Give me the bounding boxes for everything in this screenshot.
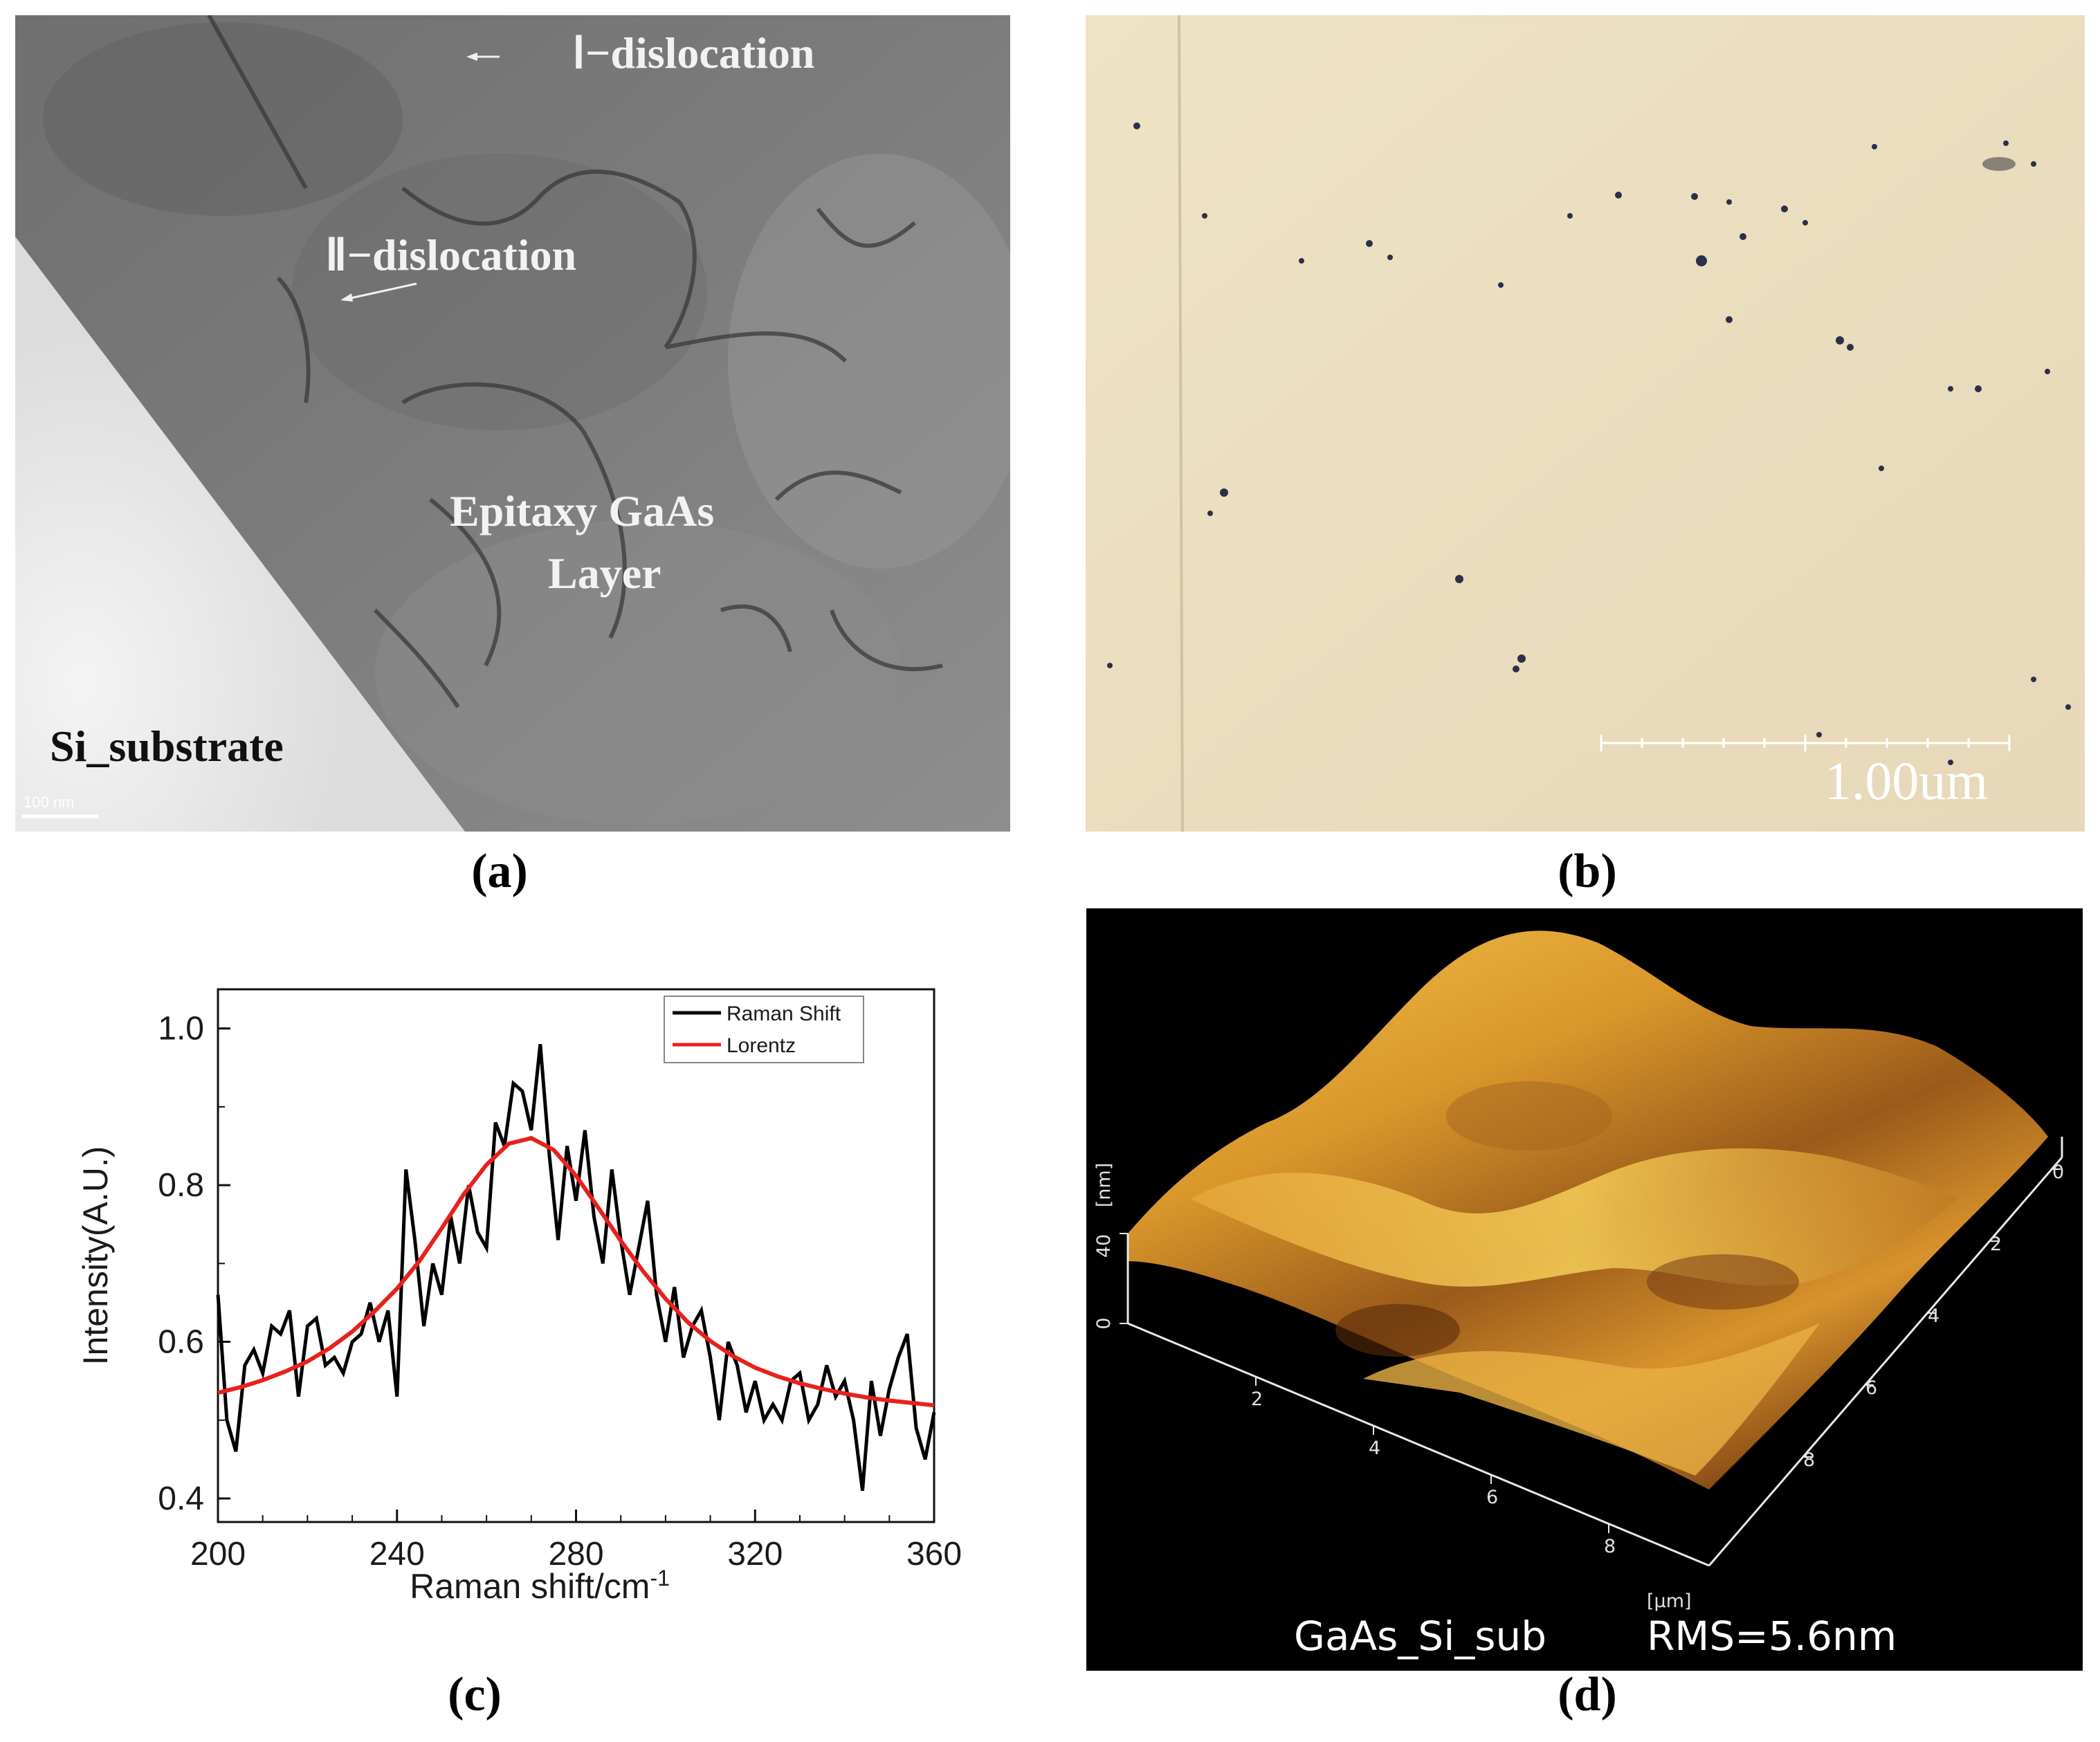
x-axis-title: Raman shift/cm-1 bbox=[410, 1566, 670, 1606]
series-line-raman-shift bbox=[216, 1044, 936, 1492]
y-axis-title: Intensity(A.U.) bbox=[76, 1146, 115, 1366]
afm-valley bbox=[1647, 1254, 1799, 1310]
x-axis-ticks: 200 240 280 320 360 bbox=[190, 1510, 962, 1573]
legend-label-lorentz: Lorentz bbox=[727, 1034, 796, 1057]
x-tick-label: 320 bbox=[727, 1536, 783, 1573]
afm-z-tick-min: 0 bbox=[1093, 1317, 1115, 1329]
raman-chart: 200 240 280 320 360 0.4 0.6 0.8 1.0 Raman Shift… bbox=[76, 988, 962, 1606]
y-tick-label: 0.4 bbox=[158, 1480, 204, 1517]
y-tick-label: 0.6 bbox=[158, 1324, 204, 1361]
series-line-lorentz bbox=[217, 1135, 935, 1408]
chart-legend: Raman Shift Lorentz bbox=[664, 996, 864, 1063]
afm-surface-plot: 40 [nm] 0 2 4 6 8 [µm] 0 2 4 6 8 GaAs_Si… bbox=[1093, 930, 2064, 1660]
raman-chart-panel: 200 240 280 320 360 0.4 0.6 0.8 1.0 Raman Shift… bbox=[42, 955, 962, 1647]
tem-image-panel: Ⅰ−dislocation Ⅱ−dislocation Epitaxy GaAs… bbox=[15, 15, 1010, 832]
afm-x-tick: 6 bbox=[1486, 1487, 1498, 1508]
legend-box bbox=[664, 996, 864, 1063]
afm-valley bbox=[1335, 1304, 1460, 1357]
afm-valley bbox=[1446, 1081, 1612, 1150]
x-tick-label: 280 bbox=[548, 1536, 603, 1573]
afm-y-tick: 8 bbox=[1803, 1449, 1815, 1471]
afm-x-tick: 4 bbox=[1369, 1438, 1380, 1459]
afm-surface-panel: 40 [nm] 0 2 4 6 8 [µm] 0 2 4 6 8 GaAs_Si… bbox=[1086, 908, 2083, 1671]
y-axis-ticks: 0.4 0.6 0.8 1.0 bbox=[158, 1011, 230, 1517]
surface-micrograph-background bbox=[1086, 15, 2085, 832]
surface-micrograph-panel: 1.00um bbox=[1086, 15, 2085, 832]
micrograph-scale-bar-label: 1.00um bbox=[1824, 751, 1988, 811]
afm-sample-label: GaAs_Si_sub bbox=[1294, 1613, 1546, 1660]
afm-xy-unit: [µm] bbox=[1647, 1590, 1692, 1612]
tem-image-background bbox=[15, 15, 1010, 832]
x-tick-label: 360 bbox=[906, 1536, 962, 1573]
plot-frame bbox=[217, 988, 935, 1523]
afm-rms-label: RMS=5.6nm bbox=[1647, 1613, 1897, 1660]
tem-scale-bar-label: 100 nm bbox=[24, 794, 75, 811]
x-tick-label: 200 bbox=[190, 1536, 246, 1573]
dislocation-type-2-label: Ⅱ−dislocation bbox=[325, 230, 577, 279]
afm-y-tick: 0 bbox=[2052, 1162, 2064, 1183]
epitaxy-layer-label-line2: Layer bbox=[548, 549, 661, 598]
legend-label-raman: Raman Shift bbox=[727, 1002, 841, 1025]
caption-b: (b) bbox=[1558, 845, 1617, 898]
afm-y-tick: 4 bbox=[1928, 1305, 1939, 1327]
afm-x-tick: 2 bbox=[1251, 1388, 1263, 1410]
afm-y-tick: 6 bbox=[1865, 1377, 1877, 1399]
y-tick-label: 1.0 bbox=[158, 1011, 204, 1047]
afm-y-tick: 2 bbox=[1990, 1234, 2002, 1255]
caption-c: (c) bbox=[448, 1668, 502, 1721]
si-substrate-label: Si_substrate bbox=[50, 722, 284, 771]
afm-z-tick-max: 40 bbox=[1093, 1234, 1115, 1258]
caption-d: (d) bbox=[1558, 1668, 1617, 1721]
afm-ridge bbox=[1190, 1148, 1958, 1287]
x-tick-label: 240 bbox=[369, 1536, 425, 1573]
epitaxy-layer-label-line1: Epitaxy GaAs bbox=[450, 486, 715, 535]
y-tick-label: 0.8 bbox=[158, 1167, 204, 1204]
afm-x-tick: 8 bbox=[1604, 1536, 1616, 1557]
dislocation-type-1-label: Ⅰ−dislocation bbox=[572, 28, 815, 77]
afm-z-unit: [nm] bbox=[1093, 1163, 1115, 1207]
caption-a: (a) bbox=[471, 845, 528, 898]
afm-ridge bbox=[1363, 1323, 1820, 1476]
